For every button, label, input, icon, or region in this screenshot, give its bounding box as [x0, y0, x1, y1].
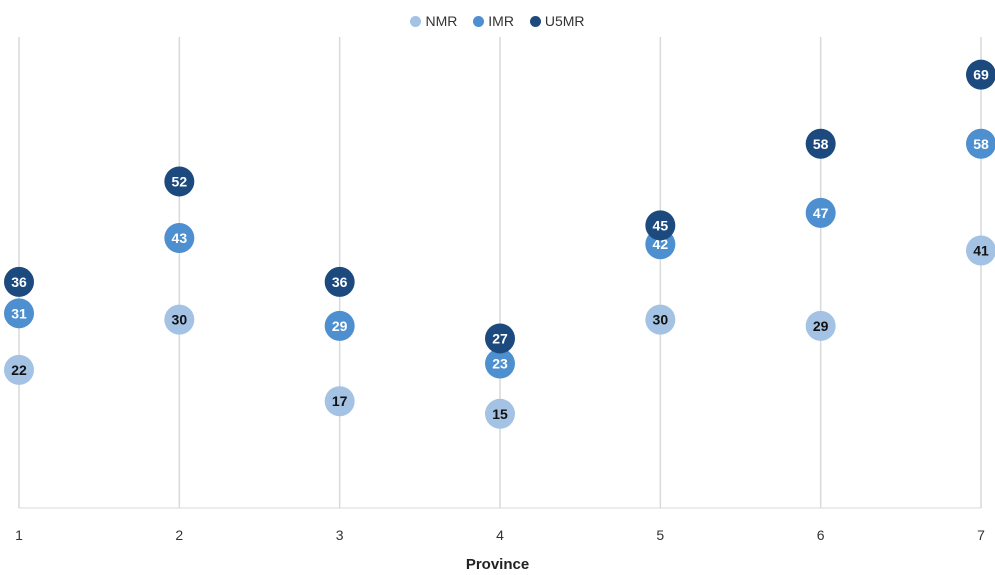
data-label-imr: 47: [813, 205, 829, 221]
data-label-imr: 29: [332, 318, 348, 334]
legend-item-u5mr: U5MR: [529, 13, 585, 29]
legend-marker-imr: [473, 16, 485, 27]
data-label-u5mr: 27: [492, 330, 508, 346]
data-point-u5mr: [645, 210, 676, 241]
data-label-u5mr: 52: [172, 173, 188, 189]
data-label-nmr: 30: [172, 312, 188, 328]
x-tick-label: 6: [817, 527, 825, 543]
data-point-u5mr: [324, 266, 355, 297]
data-label-imr: 31: [11, 305, 27, 321]
legend-label-imr: IMR: [488, 13, 514, 29]
x-tick-label: 5: [656, 527, 664, 543]
data-point-imr: [805, 197, 836, 228]
data-label-nmr: 29: [813, 318, 829, 334]
legend-item-imr: IMR: [473, 13, 514, 29]
legend-label-nmr: NMR: [425, 13, 458, 29]
data-label-imr: 42: [653, 236, 669, 252]
data-point-imr: [164, 222, 195, 253]
x-tick-label: 7: [977, 527, 985, 543]
data-point-u5mr: [805, 128, 836, 159]
data-label-u5mr: 36: [332, 274, 348, 290]
data-point-nmr: [805, 310, 836, 341]
chart-legend: NMR IMR U5MR: [0, 13, 995, 29]
data-point-imr: [324, 310, 355, 341]
data-point-u5mr: [164, 166, 195, 197]
legend-marker-u5mr: [529, 16, 541, 27]
data-label-u5mr: 58: [813, 136, 829, 152]
x-tick-label: 1: [15, 527, 23, 543]
x-tick-label: 4: [496, 527, 504, 543]
data-label-nmr: 15: [492, 406, 508, 422]
data-point-nmr: [485, 398, 515, 429]
data-label-u5mr: 36: [11, 274, 27, 290]
data-point-nmr: [4, 354, 34, 385]
x-tick-label: 3: [336, 527, 344, 543]
data-label-u5mr: 69: [973, 67, 989, 83]
data-point-nmr: [645, 304, 676, 335]
legend-label-u5mr: U5MR: [544, 13, 585, 29]
data-point-imr: [485, 348, 515, 379]
data-label-imr: 43: [172, 230, 188, 246]
data-point-nmr: [966, 235, 995, 266]
data-label-imr: 23: [492, 356, 508, 372]
data-point-u5mr: [966, 59, 995, 90]
data-label-imr: 58: [973, 136, 989, 152]
data-label-nmr: 41: [973, 243, 989, 259]
legend-marker-nmr: [410, 16, 422, 27]
data-point-nmr: [324, 386, 355, 417]
data-point-nmr: [164, 304, 195, 335]
data-label-nmr: 17: [332, 393, 348, 409]
data-point-u5mr: [4, 266, 34, 297]
data-label-nmr: 30: [653, 312, 669, 328]
data-label-u5mr: 45: [653, 217, 669, 233]
legend-item-nmr: NMR: [410, 13, 457, 29]
data-point-imr: [966, 128, 995, 159]
data-point-imr: [4, 298, 34, 329]
data-label-nmr: 22: [11, 362, 27, 378]
data-point-u5mr: [485, 323, 515, 354]
x-axis-title: Province: [465, 556, 530, 573]
x-tick-label: 2: [175, 527, 183, 543]
